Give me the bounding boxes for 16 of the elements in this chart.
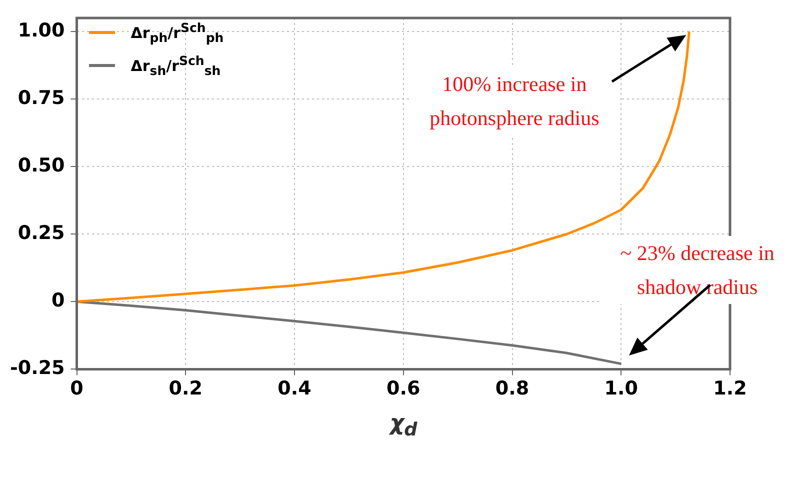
- y-tick-label: 0: [52, 290, 65, 312]
- x-tick-label: 0.6: [386, 378, 420, 400]
- y-tick-label: 1.00: [18, 19, 65, 42]
- x-tick-label: 0: [70, 378, 84, 400]
- annotation: 100% increase in photonsphere radius: [409, 67, 620, 136]
- x-tick-label: 0.4: [278, 378, 312, 400]
- x-tick-label: 0.8: [495, 378, 530, 400]
- annotation: ~ 23% decrease in shadow radius: [602, 236, 792, 304]
- y-tick-label: -0.25: [10, 357, 65, 380]
- y-tick-label: 0.25: [18, 222, 65, 244]
- y-tick-label: 0.50: [18, 154, 65, 177]
- x-axis-title: χ$_{d}$: [390, 411, 418, 441]
- x-tick-label: 0.2: [168, 378, 202, 400]
- x-tick-label: 1.2: [713, 378, 747, 400]
- x-tick-label: 1.0: [604, 378, 638, 400]
- y-tick-label: 0.75: [18, 86, 65, 109]
